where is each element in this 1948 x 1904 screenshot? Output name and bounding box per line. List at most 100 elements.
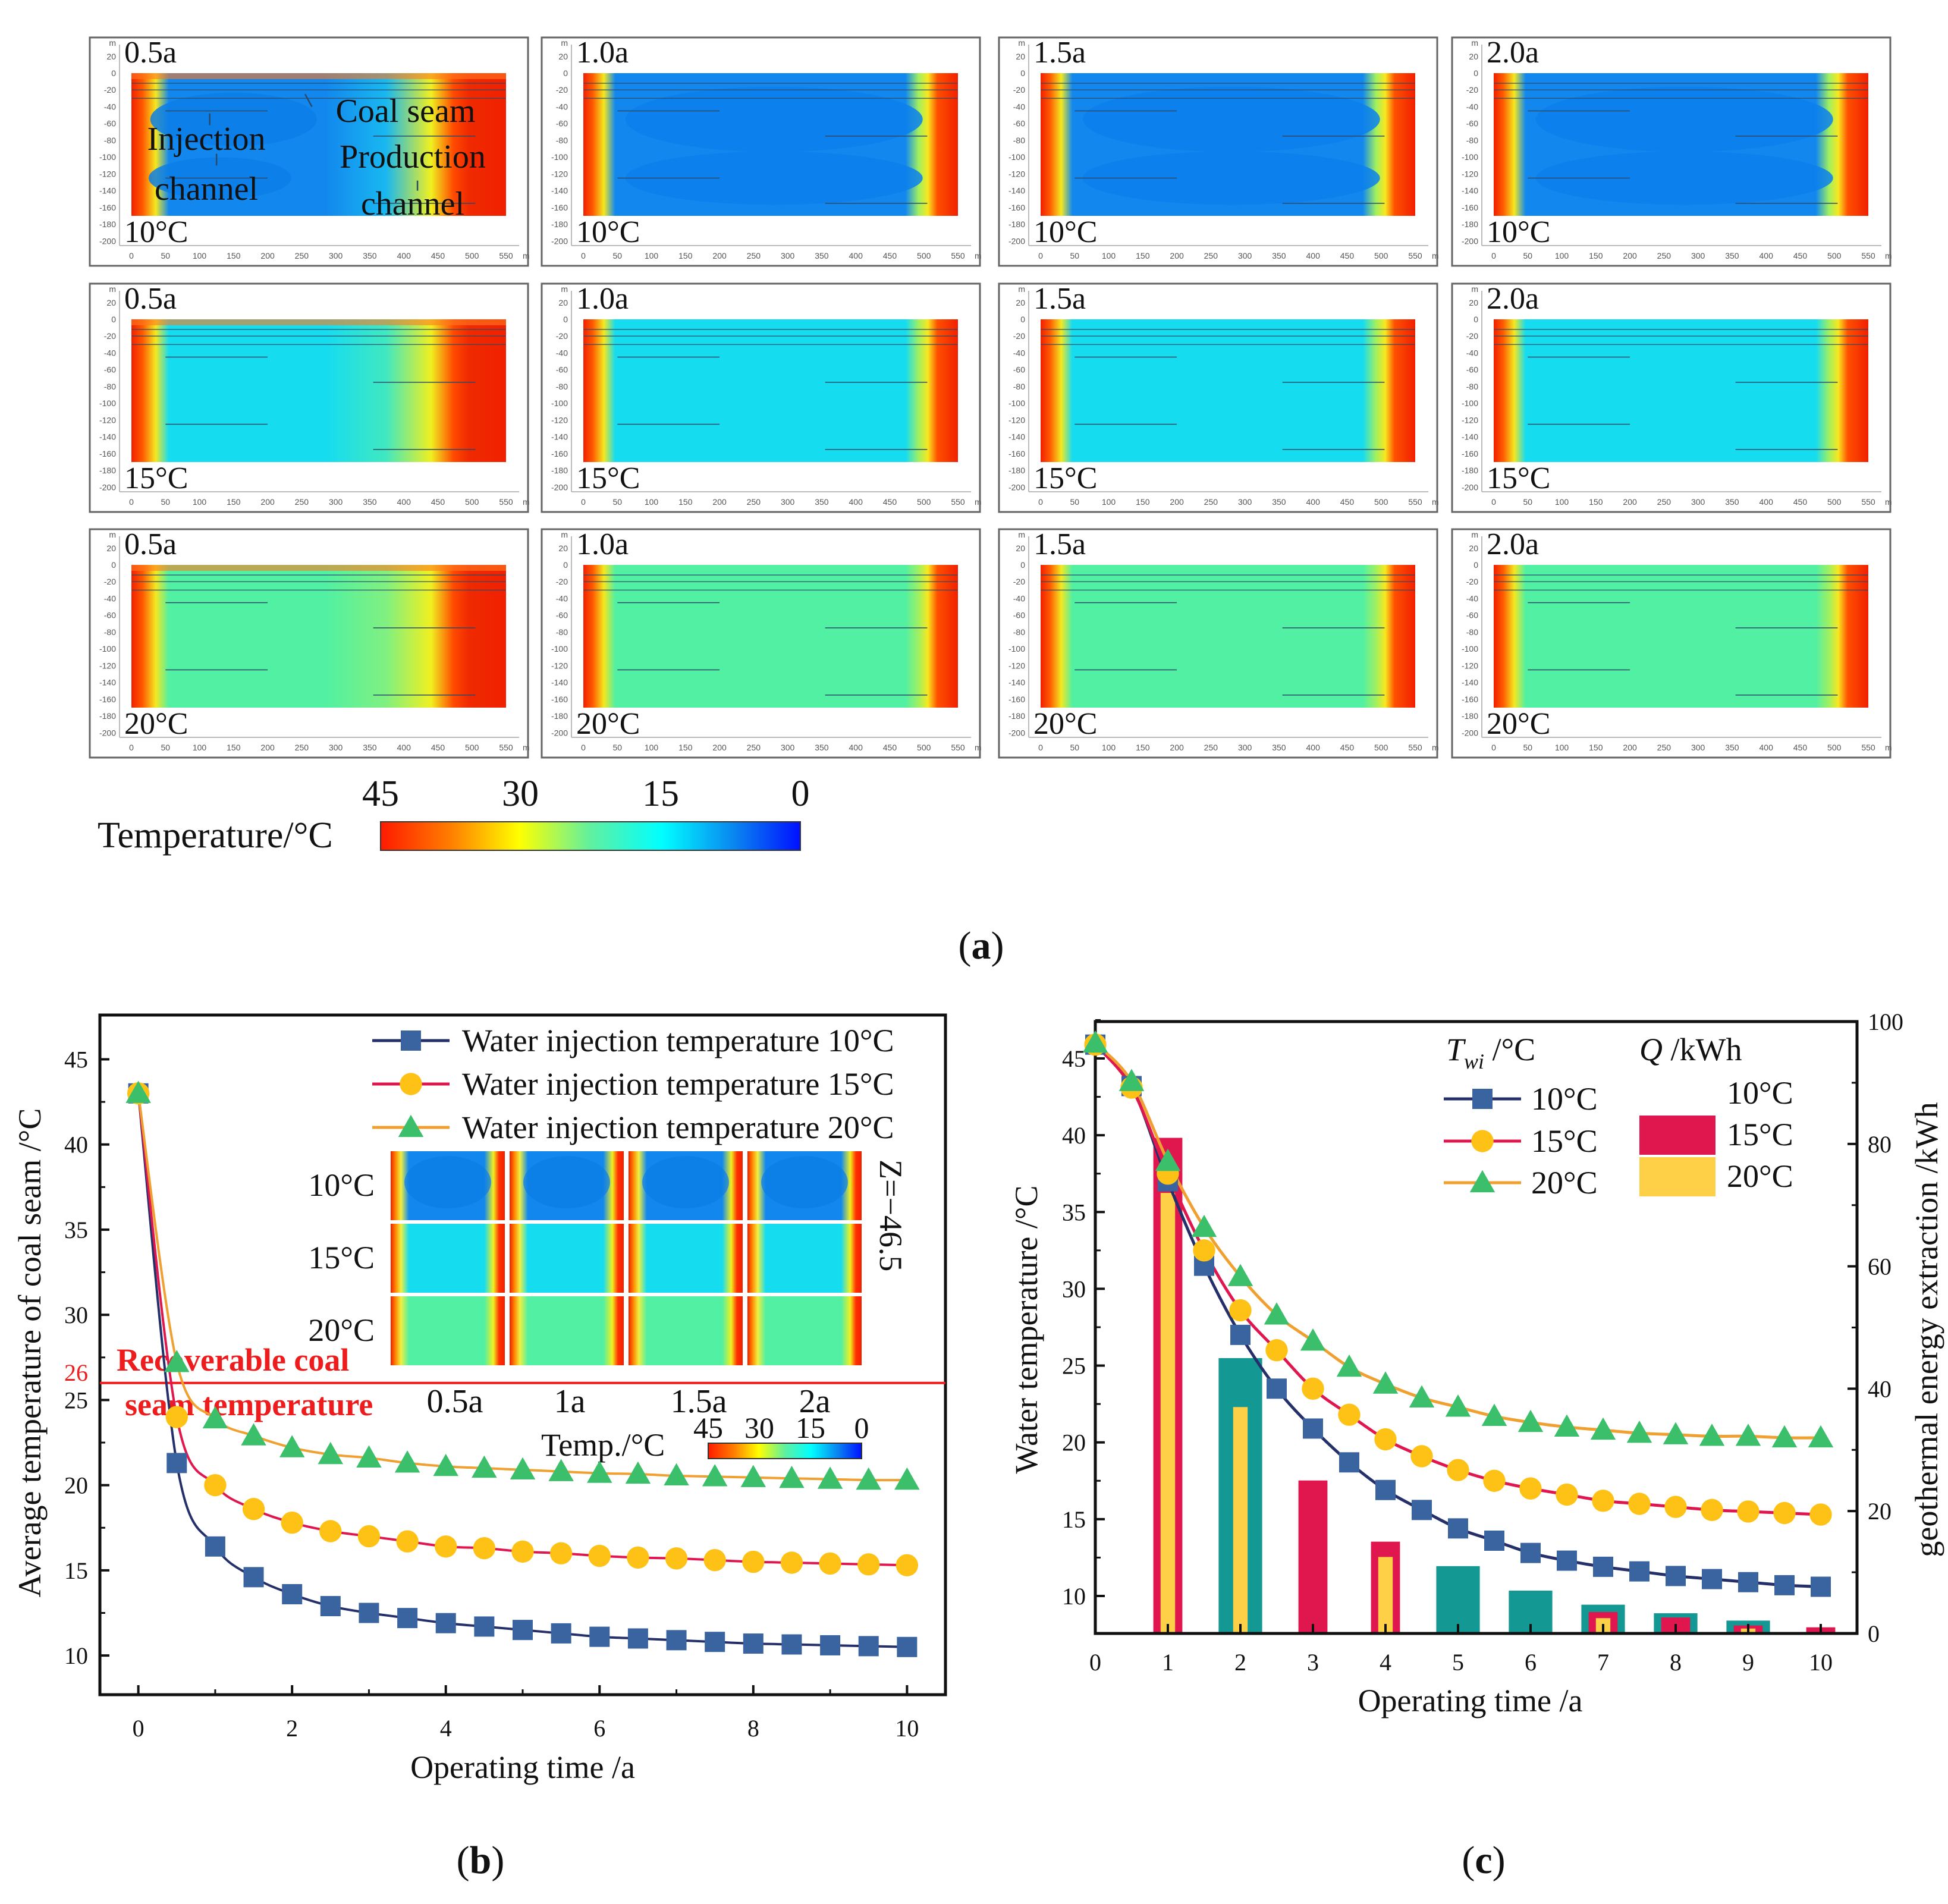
y-tick-label: -60 — [556, 365, 568, 375]
injection-temperature-label: 15°C — [124, 461, 188, 495]
x-tick-label: 450 — [1793, 497, 1808, 507]
y-tick-label: 35 — [1062, 1199, 1086, 1226]
y-tick-label: 0 — [563, 68, 568, 78]
x-tick-label: 350 — [1725, 743, 1739, 752]
y-tick-label: -160 — [551, 203, 568, 212]
x-tick-label: 450 — [431, 743, 445, 752]
inset-heatmap-cell — [510, 1224, 624, 1293]
annotation-production-1: Production — [340, 139, 486, 175]
data-point — [625, 1461, 651, 1484]
data-point — [359, 1603, 379, 1623]
x-tick-label: 300 — [329, 251, 343, 260]
x-tick-label: 150 — [227, 743, 241, 752]
contour-panel: 200-20-40-60-80-100-120-140-160-180-2000… — [998, 36, 1439, 267]
y-tick-label: -140 — [1008, 432, 1025, 442]
data-point — [435, 1535, 457, 1558]
x-tick-label: 350 — [815, 497, 829, 507]
panel-label-b-text: b — [470, 1839, 492, 1882]
data-point — [817, 1466, 843, 1489]
y-tick-label: -140 — [1008, 186, 1025, 196]
annotation-injection-1: Injection — [147, 121, 265, 158]
x-tick-label: 550 — [499, 743, 513, 752]
data-point — [1339, 1452, 1359, 1473]
y-unit-label: m — [109, 284, 116, 294]
y-tick-label: -80 — [1466, 627, 1478, 637]
x-tick-label: 0 — [1491, 251, 1496, 260]
x-tick-label: 0 — [581, 743, 586, 752]
legend-label: Water injection temperature 10°C — [462, 1023, 894, 1058]
y-tick-label: -40 — [1466, 593, 1478, 603]
x-tick-label: 300 — [781, 743, 795, 752]
y-tick-label: -180 — [99, 711, 116, 721]
y-tick-label: -60 — [556, 611, 568, 620]
y-tick-label: -140 — [99, 186, 116, 196]
x-tick-label: 500 — [465, 251, 479, 260]
y-tick-label: 20 — [106, 52, 116, 61]
data-point — [1481, 1403, 1507, 1426]
x-tick-label: 3 — [1307, 1649, 1319, 1676]
cold-zone — [625, 86, 923, 152]
y-tick-label: 25 — [1062, 1353, 1086, 1380]
x-tick-label: 400 — [849, 743, 863, 752]
x-unit-label: m — [1432, 497, 1439, 507]
contour-panel: 200-20-40-60-80-100-120-140-160-180-2000… — [1451, 36, 1892, 267]
legend-bar-label: 15°C — [1727, 1117, 1793, 1152]
reference-line-text: Recoverable coal — [117, 1342, 349, 1378]
cold-zone — [523, 1156, 610, 1209]
data-point — [1447, 1459, 1469, 1481]
data-point — [241, 1423, 266, 1446]
temperature-field — [1041, 565, 1415, 708]
inset-row-label: 20°C — [308, 1312, 375, 1348]
injection-temperature-label: 20°C — [1033, 707, 1097, 741]
x-tick-label: 100 — [193, 497, 207, 507]
x-tick-label: 250 — [295, 497, 309, 507]
x-tick-label: 350 — [363, 497, 377, 507]
data-point — [1664, 1495, 1687, 1518]
data-point — [1118, 1069, 1145, 1091]
data-point — [627, 1546, 649, 1569]
x-tick-label: 500 — [1827, 251, 1842, 260]
y-tick-label: -80 — [1013, 136, 1025, 145]
contour-panel: 200-20-40-60-80-100-120-140-160-180-2000… — [1451, 527, 1892, 759]
warm-top-edge — [131, 73, 506, 79]
data-point — [1738, 1572, 1758, 1592]
x-tick-label: 550 — [1408, 251, 1422, 260]
x-unit-label: m — [523, 743, 530, 752]
data-point — [894, 1467, 920, 1490]
temperature-field — [1494, 565, 1868, 708]
x-tick-label: 8 — [1670, 1649, 1682, 1676]
y-tick-label: 10 — [1062, 1583, 1086, 1610]
y-tick-label: -40 — [556, 348, 568, 357]
x-unit-label: m — [1885, 743, 1892, 752]
x-tick-label: 200 — [1170, 743, 1184, 752]
y-tick-label: 40 — [1062, 1122, 1086, 1149]
data-point — [588, 1544, 611, 1567]
x-unit-label: m — [523, 251, 530, 260]
data-point — [665, 1547, 688, 1570]
x-tick-label: 250 — [1204, 497, 1218, 507]
y-tick-label: -60 — [104, 365, 116, 375]
x-tick-label: 300 — [329, 497, 343, 507]
y-tick-label: -120 — [551, 169, 568, 178]
y-tick-label: -180 — [1008, 466, 1025, 475]
panel-a-contour-grid: 200-20-40-60-80-100-120-140-160-180-2000… — [89, 36, 1892, 759]
data-point — [1300, 1328, 1326, 1351]
data-point — [165, 1406, 188, 1428]
cold-zone — [1535, 151, 1833, 205]
y-tick-label: -80 — [1013, 627, 1025, 637]
y-tick-label: -40 — [1013, 348, 1025, 357]
y-unit-label: m — [109, 530, 116, 539]
inset-colorbar — [708, 1443, 862, 1459]
x-tick-label: 550 — [1861, 251, 1875, 260]
warm-top-edge — [131, 565, 506, 571]
x-tick-label: 250 — [295, 743, 309, 752]
data-point — [202, 1406, 228, 1429]
data-point — [166, 1453, 187, 1473]
y-tick-label: -120 — [99, 415, 116, 425]
temperature-field — [131, 565, 506, 708]
x-tick-label: 100 — [193, 743, 207, 752]
data-point — [1193, 1239, 1215, 1262]
x-unit-label: m — [975, 251, 982, 260]
y-tick-label: -200 — [1462, 728, 1478, 737]
